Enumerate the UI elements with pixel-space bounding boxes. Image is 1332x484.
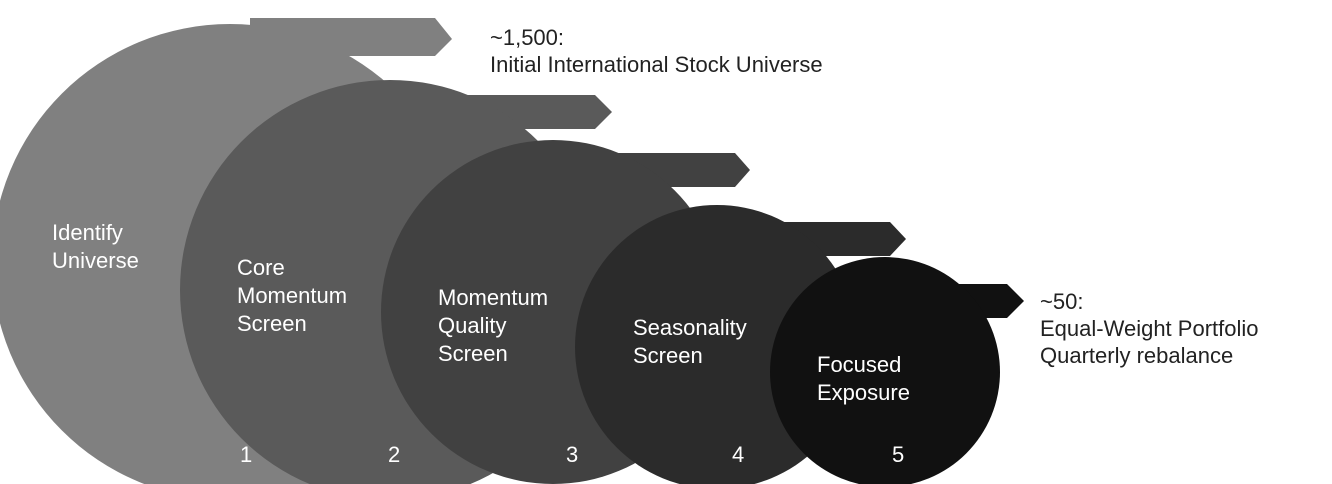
stage-2-label-line: Core: [237, 255, 285, 280]
stage-4-label-line: Screen: [633, 343, 703, 368]
stage-3-label-line: Screen: [438, 341, 508, 366]
stage-3-label-line: Momentum: [438, 285, 548, 310]
callout-portfolio-type: Equal-Weight Portfolio: [1040, 316, 1259, 341]
stage-4-number: 4: [732, 442, 744, 467]
stage-4-label: Seasonality Screen: [633, 315, 747, 368]
stage-1-label: Identify Universe: [52, 220, 139, 273]
stage-5-label: Focused Exposure: [817, 352, 910, 405]
stage-1-number: 1: [240, 442, 252, 467]
callout-final-count: ~50:: [1040, 289, 1084, 314]
stage-3-number: 3: [566, 442, 578, 467]
callout-final-portfolio: ~50: Equal-Weight Portfolio Quarterly re…: [1040, 288, 1259, 369]
stage-2-label-line: Momentum: [237, 283, 347, 308]
stage-5-circle: [770, 257, 1000, 484]
stage-5: Focused Exposure 5: [770, 257, 1024, 484]
stage-5-number: 5: [892, 442, 904, 467]
callout-rebalance: Quarterly rebalance: [1040, 343, 1234, 368]
stage-2-label: Core Momentum Screen: [237, 255, 347, 336]
stage-1-label-line: Identify: [52, 220, 123, 245]
stage-5-label-line: Focused: [817, 352, 901, 377]
callout-initial-description: Initial International Stock Universe: [490, 52, 823, 77]
stage-1-label-line: Universe: [52, 248, 139, 273]
callout-initial-count: ~1,500:: [490, 25, 565, 50]
stage-2-number: 2: [388, 442, 400, 467]
callout-initial-universe: ~1,500: Initial International Stock Univ…: [490, 24, 823, 78]
stage-2-label-line: Screen: [237, 311, 307, 336]
stage-3-label-line: Quality: [438, 313, 506, 338]
stage-4-label-line: Seasonality: [633, 315, 747, 340]
stage-5-label-line: Exposure: [817, 380, 910, 405]
stage-3-label: Momentum Quality Screen: [438, 285, 548, 366]
